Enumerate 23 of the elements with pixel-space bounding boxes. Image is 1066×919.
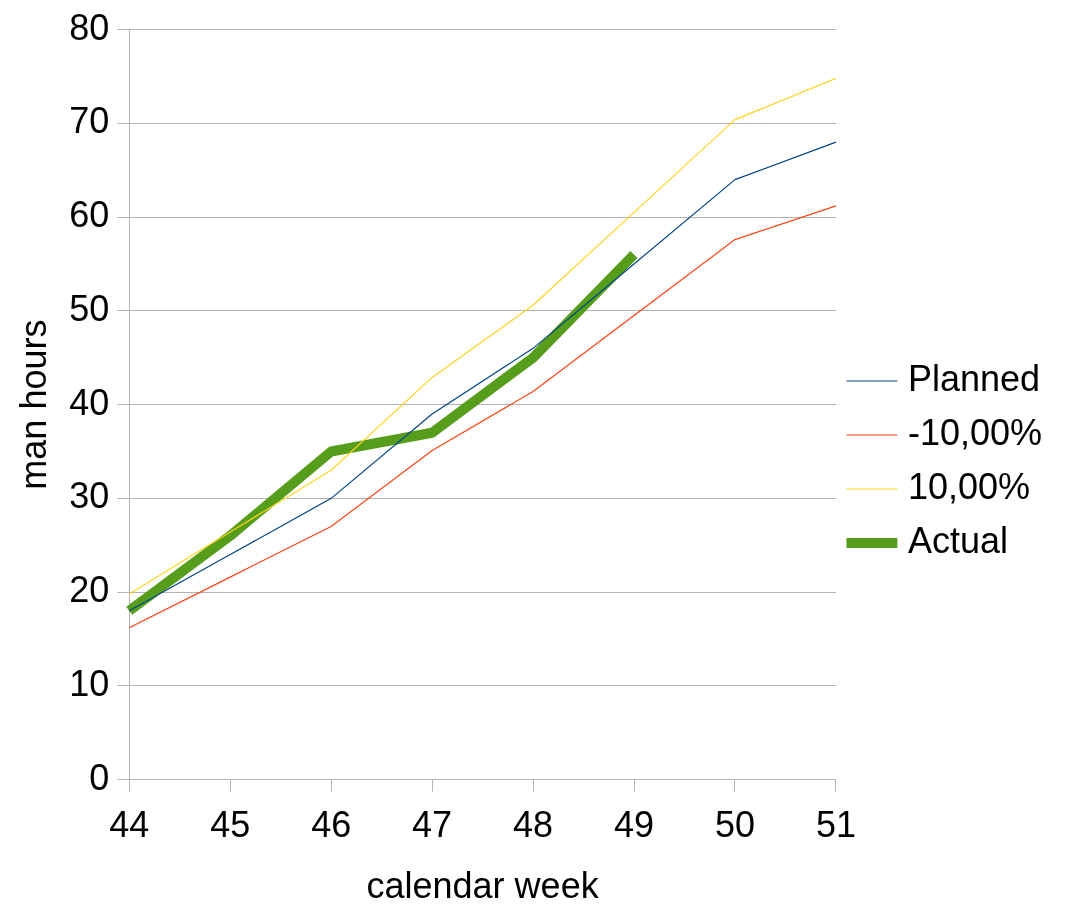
- x-tick-label: 46: [311, 804, 352, 846]
- y-tick-label: 40: [69, 381, 110, 423]
- y-tick-label: 70: [69, 100, 110, 142]
- legend-label: -10,00%: [907, 411, 1043, 453]
- x-tick-label: 51: [815, 804, 856, 846]
- legend-label: 10,00%: [907, 465, 1031, 507]
- legend-label: Actual: [907, 519, 1008, 561]
- x-tick-label: 44: [109, 804, 150, 846]
- y-tick-label: 10: [69, 662, 110, 704]
- x-tick-label: 47: [412, 804, 453, 846]
- y-tick-label: 0: [89, 756, 110, 798]
- y-tick-label: 80: [69, 6, 110, 48]
- legend-label: Planned: [907, 357, 1041, 399]
- x-tick-label: 50: [714, 804, 755, 846]
- x-tick-label: 48: [513, 804, 554, 846]
- y-tick-label: 50: [69, 287, 110, 329]
- x-tick-label: 49: [613, 804, 655, 846]
- y-tick-label: 30: [69, 475, 110, 517]
- y-tick-label: 60: [69, 194, 110, 236]
- x-tick-label: 45: [210, 804, 251, 846]
- x-axis-title: calendar week: [366, 865, 600, 907]
- y-tick-label: 20: [69, 569, 110, 611]
- y-axis-title: man hours: [12, 319, 54, 490]
